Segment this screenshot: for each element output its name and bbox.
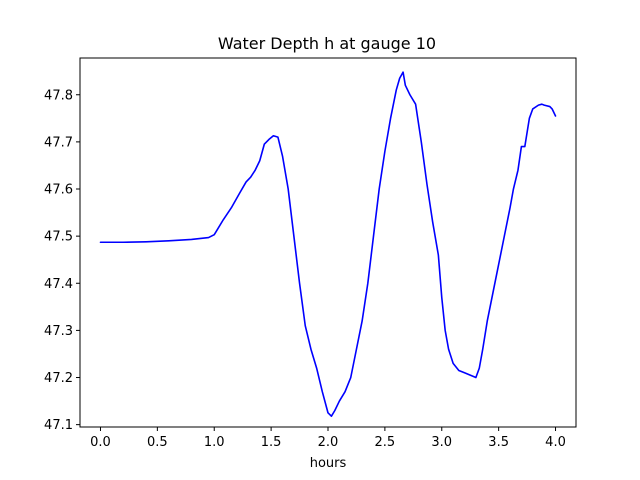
y-tick-label: 47.4 (44, 277, 73, 292)
plot-area (79, 57, 577, 428)
x-axis-label: hours (310, 456, 347, 471)
x-tick-label: 2.5 (375, 435, 396, 450)
y-tick-label: 47.8 (44, 88, 73, 103)
x-tick-label: 0.0 (90, 435, 111, 450)
y-tick-label: 47.7 (44, 135, 73, 150)
x-axis: 0.0 0.5 1.0 1.5 2.0 2.5 3.0 3.5 4.0 (90, 427, 566, 450)
y-tick-label: 47.6 (44, 183, 73, 198)
y-tick-label: 47.2 (44, 371, 73, 386)
y-tick-label: 47.1 (44, 418, 73, 433)
y-tick-label: 47.3 (44, 324, 73, 339)
x-tick-label: 1.0 (204, 435, 225, 450)
x-tick-label: 3.0 (431, 435, 452, 450)
y-tick-label: 47.5 (44, 230, 73, 245)
x-tick-label: 2.0 (318, 435, 339, 450)
y-axis: 47.1 47.2 47.3 47.4 47.5 47.6 47.7 47.8 (44, 88, 80, 433)
x-tick-label: 4.0 (545, 435, 566, 450)
series-layer (99, 71, 557, 417)
series-line (99, 71, 557, 417)
x-tick-label: 0.5 (147, 435, 168, 450)
chart-title: Water Depth h at gauge 10 (218, 34, 436, 53)
x-tick-label: 3.5 (488, 435, 509, 450)
x-tick-label: 1.5 (261, 435, 282, 450)
